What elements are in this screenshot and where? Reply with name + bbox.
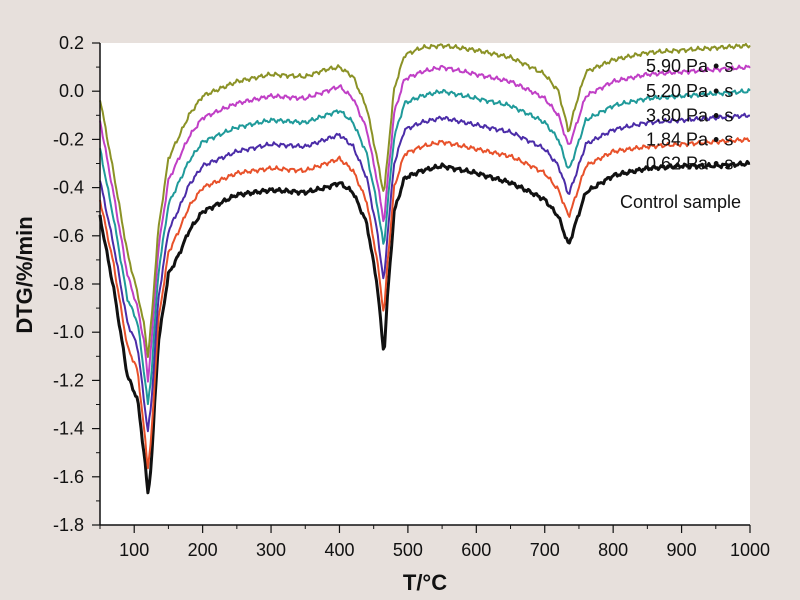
legend-label-5: Control sample: [620, 192, 741, 212]
x-axis-title: T/°C: [403, 570, 447, 595]
series-line-1: [99, 137, 751, 470]
legend-label-1: 5.20 Pa • s: [646, 81, 733, 101]
y-tick-label: -1.8: [53, 515, 84, 535]
y-tick-label: -1.6: [53, 467, 84, 487]
x-tick-label: 700: [530, 540, 560, 560]
series-line-5: [99, 42, 751, 358]
ticks-layer: 100 200 300 400 500 600 700 800 900 1000 0.2 0.0 -0.…: [53, 33, 770, 560]
x-tick-label: 800: [598, 540, 628, 560]
legend-layer: 5.90 Pa • s 5.20 Pa • s 3.80 Pa • s 1.84 Pa…: [620, 56, 741, 212]
series-layer: [98, 42, 751, 495]
x-tick-label: 400: [324, 540, 354, 560]
x-tick-label: 300: [256, 540, 286, 560]
legend-label-4: 0.62 Pa • s: [646, 154, 733, 174]
y-tick-label: -0.6: [53, 226, 84, 246]
x-tick-label: 1000: [730, 540, 770, 560]
y-tick-label: -0.4: [53, 178, 84, 198]
x-tick-label: 200: [188, 540, 218, 560]
series-line-4: [99, 64, 751, 383]
y-tick-label: -1.4: [53, 419, 84, 439]
y-tick-label: -0.2: [53, 129, 84, 149]
y-tick-label: -1.2: [53, 370, 84, 390]
series-line-0: [98, 160, 751, 495]
y-tick-label: 0.2: [59, 33, 84, 53]
x-tick-label: 600: [461, 540, 491, 560]
y-tick-label: -1.0: [53, 322, 84, 342]
legend-label-0: 5.90 Pa • s: [646, 56, 733, 76]
series-line-3: [99, 88, 751, 406]
x-tick-label: 500: [393, 540, 423, 560]
y-tick-label: 0.0: [59, 81, 84, 101]
legend-label-3: 1.84 Pa • s: [646, 129, 733, 149]
series-line-2: [99, 112, 750, 433]
x-tick-label: 900: [667, 540, 697, 560]
legend-label-2: 3.80 Pa • s: [646, 105, 733, 125]
x-tick-label: 100: [119, 540, 149, 560]
y-axis-title: DTG/%/min: [12, 216, 37, 333]
y-tick-label: -0.8: [53, 274, 84, 294]
